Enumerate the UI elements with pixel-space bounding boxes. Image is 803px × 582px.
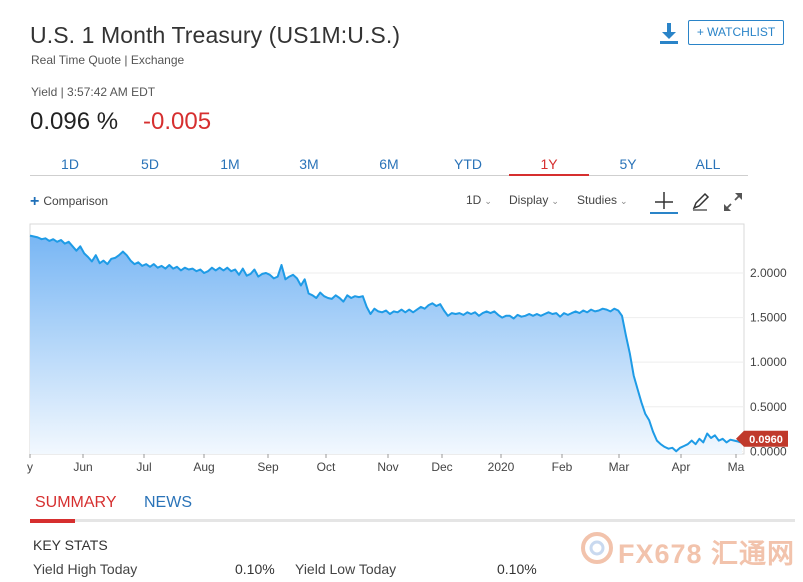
display-label: Display: [509, 193, 549, 207]
y-tick-label: 2.0000: [750, 266, 787, 280]
x-tick-label: Aug: [193, 460, 214, 474]
tab-range-5y[interactable]: 5Y: [619, 156, 637, 172]
add-to-watchlist-button[interactable]: + WATCHLIST: [688, 20, 784, 45]
page-subtitle: Real Time Quote | Exchange: [31, 53, 185, 67]
x-tick-label: 2020: [488, 460, 515, 474]
y-tick-label: 0.0000: [750, 444, 787, 458]
quote-timestamp: Yield | 3:57:42 AM EDT: [31, 85, 156, 99]
x-tick-label: Ma: [728, 460, 745, 474]
summary-tabs: SUMMARY NEWS: [30, 492, 795, 523]
tab-range-1d[interactable]: 1D: [61, 156, 79, 172]
tab-range-3m[interactable]: 3M: [299, 156, 319, 172]
tab-news[interactable]: NEWS: [144, 494, 192, 511]
yield-low-today-value: 0.10%: [497, 561, 537, 577]
tab-summary[interactable]: SUMMARY: [35, 494, 117, 511]
x-tick-label: Oct: [317, 460, 336, 474]
watermark-text: FX678 汇通网: [618, 539, 796, 569]
yield-series-line: [29, 234, 743, 453]
key-stats-heading: KEY STATS: [33, 537, 108, 553]
y-tick-label: 0.5000: [750, 400, 787, 414]
x-tick-label: Apr: [672, 460, 691, 474]
x-tick-label: Mar: [609, 460, 630, 474]
yield-low-today-label: Yield Low Today: [295, 561, 397, 577]
interval-dropdown[interactable]: 1D ⌄: [466, 193, 492, 207]
yield-chart[interactable]: 2.0000 1.5000 1.0000 0.5000 0.0000 y Jun Jul Au…: [27, 223, 790, 484]
chevron-down-icon: ⌄: [551, 196, 559, 206]
tab-range-ytd[interactable]: YTD: [454, 156, 482, 172]
display-dropdown[interactable]: Display ⌄: [509, 193, 559, 207]
current-yield: 0.096 %: [30, 108, 119, 135]
download-icon[interactable]: [656, 20, 682, 46]
draw-pencil-icon[interactable]: [688, 190, 712, 214]
last-value-label: 0.0960: [749, 434, 783, 446]
comparison-button[interactable]: + Comparison: [30, 193, 108, 211]
yield-area-fill: [30, 235, 742, 454]
yield-high-today-label: Yield High Today: [33, 561, 138, 577]
time-range-tabs: 1D 5D 1M 3M 6M YTD 1Y 5Y ALL: [30, 152, 748, 176]
watermark-globe-icon: [581, 532, 613, 564]
tab-range-all[interactable]: ALL: [695, 156, 721, 172]
interval-label: 1D: [466, 193, 482, 207]
yield-high-today-value: 0.10%: [235, 561, 275, 577]
crosshair-icon[interactable]: [650, 190, 678, 214]
fullscreen-expand-icon[interactable]: [721, 190, 745, 214]
studies-dropdown[interactable]: Studies ⌄: [577, 193, 628, 207]
x-tick-label: Nov: [377, 460, 398, 474]
chart-toolbar: + Comparison 1D ⌄ Display ⌄ Studies ⌄: [30, 190, 748, 214]
page-title: U.S. 1 Month Treasury (US1M:U.S.): [30, 22, 401, 48]
tab-range-5d[interactable]: 5D: [141, 156, 159, 172]
x-tick-label: y: [27, 460, 33, 474]
studies-label: Studies: [577, 193, 618, 207]
active-tab-indicator: [30, 519, 75, 523]
chevron-down-icon: ⌄: [484, 196, 492, 206]
chevron-down-icon: ⌄: [620, 196, 628, 206]
yield-chart-svg[interactable]: 2.0000 1.5000 1.0000 0.5000 0.0000 y Jun Jul Au…: [27, 223, 790, 484]
y-tick-label: 1.0000: [750, 355, 787, 369]
y-tick-label: 1.5000: [750, 311, 787, 325]
yield-change: -0.005: [143, 108, 212, 135]
x-tick-label: Feb: [552, 460, 573, 474]
x-tick-label: Jun: [73, 460, 92, 474]
tab-range-1m[interactable]: 1M: [220, 156, 240, 172]
x-tick-label: Dec: [431, 460, 452, 474]
tab-range-6m[interactable]: 6M: [379, 156, 399, 172]
last-value-tag: [736, 430, 788, 447]
x-tick-label: Jul: [136, 460, 151, 474]
x-tick-label: Sep: [257, 460, 279, 474]
comparison-label: Comparison: [43, 194, 109, 208]
tab-range-1y[interactable]: 1Y: [509, 152, 589, 176]
plus-icon: +: [30, 193, 40, 210]
watermark-logo: FX678 汇通网: [578, 528, 794, 569]
